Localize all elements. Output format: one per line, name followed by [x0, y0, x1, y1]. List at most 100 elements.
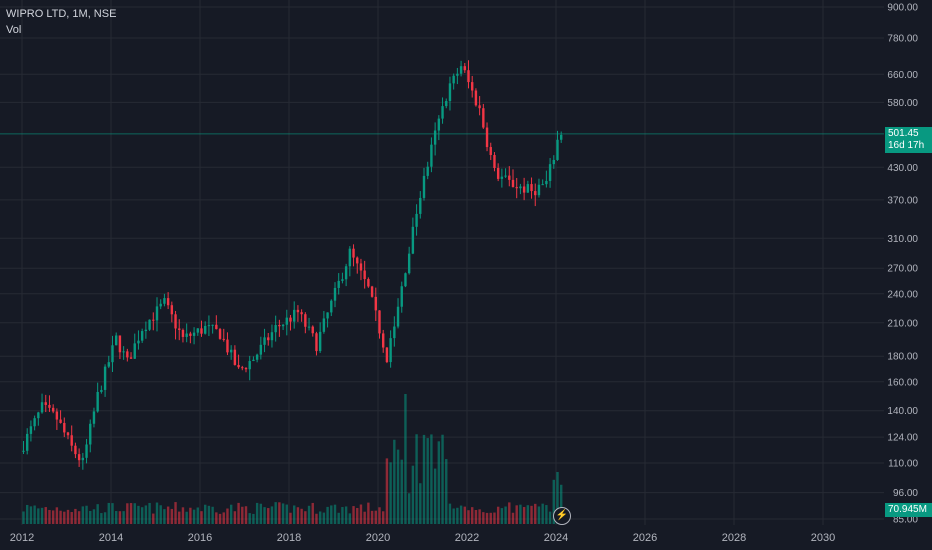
candle-body: [263, 337, 266, 345]
volume-bar: [489, 512, 492, 524]
volume-bar: [515, 505, 518, 524]
candle-body: [522, 186, 526, 193]
volume-bar: [211, 506, 214, 524]
candle-body: [456, 73, 459, 76]
candle-body: [407, 253, 411, 274]
candle-body: [519, 186, 522, 189]
volume-bar: [289, 512, 292, 524]
volume-label[interactable]: Vol: [6, 24, 22, 36]
volume-bar: [144, 505, 148, 524]
volume-bar: [103, 512, 107, 524]
volume-bar: [452, 508, 455, 524]
candle-body: [59, 419, 62, 423]
candle-body: [185, 333, 188, 337]
x-tick-label: 2020: [366, 532, 390, 544]
symbol-title[interactable]: WIPRO LTD, 1M, NSE: [6, 8, 117, 20]
volume-bar: [77, 511, 81, 524]
candle-body: [252, 359, 255, 362]
candle-body: [63, 422, 66, 433]
volume-bar: [133, 503, 136, 524]
candle-body: [545, 180, 548, 185]
volume-bar: [29, 506, 33, 524]
x-tick-label: 2028: [722, 532, 746, 544]
candle-body: [77, 454, 81, 461]
candle-body: [330, 300, 333, 313]
volume-bar: [118, 511, 122, 524]
volume-bar: [115, 511, 118, 524]
candle-body: [192, 332, 196, 336]
volume-bars: [22, 394, 563, 524]
candle-body: [496, 167, 500, 179]
candle-body: [515, 187, 518, 189]
y-tick-label: 240.00: [887, 289, 918, 300]
volume-bar: [456, 507, 459, 524]
candle-body: [100, 389, 103, 392]
y-tick-label: 96.00: [893, 488, 918, 499]
volume-bar: [107, 502, 110, 524]
candle-body: [166, 298, 170, 306]
volume-bar: [400, 459, 403, 524]
volume-bar: [508, 502, 511, 524]
volume-value: 70.945M: [888, 504, 927, 515]
candle-body: [445, 101, 448, 107]
volume-bar: [382, 511, 385, 524]
candle-body: [248, 361, 251, 370]
candle-body: [163, 298, 166, 304]
candle-body: [482, 108, 485, 128]
volume-bar: [155, 502, 159, 524]
volume-bar: [222, 512, 225, 524]
candle-body: [534, 191, 537, 196]
candle-body: [204, 325, 207, 334]
candle-body: [174, 314, 177, 329]
volume-bar: [537, 506, 541, 524]
candle-body: [511, 179, 515, 188]
candle-body: [404, 273, 407, 287]
volume-bar: [100, 513, 103, 524]
candle-body: [22, 450, 25, 452]
volume-bar: [218, 513, 222, 524]
candle-body: [281, 324, 285, 327]
volume-bar: [426, 438, 429, 524]
candle-body: [382, 333, 385, 348]
volume-bar: [96, 504, 99, 524]
volume-bar: [152, 513, 155, 524]
volume-bar: [126, 503, 129, 524]
volume-bar: [300, 508, 303, 524]
volume-bar: [270, 506, 274, 524]
candle-body: [304, 314, 307, 327]
volume-bar: [500, 508, 504, 524]
candle-body: [70, 435, 73, 446]
candle-body: [411, 226, 415, 254]
candle-body: [370, 286, 374, 297]
volume-bar: [207, 505, 211, 524]
volume-bar: [311, 502, 314, 524]
candle-body: [311, 326, 314, 334]
candle-body: [29, 426, 33, 434]
volume-bar: [419, 483, 422, 524]
candle-body: [270, 332, 274, 341]
candle-body: [548, 164, 552, 181]
volume-bar: [259, 503, 263, 524]
volume-bar: [560, 484, 563, 524]
volume-bar: [467, 510, 470, 524]
candle-body: [48, 404, 51, 408]
candle-body: [51, 407, 55, 412]
volume-bar: [485, 512, 489, 524]
volume-bar: [196, 507, 199, 524]
y-tick-label: 110.00: [888, 459, 918, 470]
candle-body: [66, 432, 70, 436]
volume-bar: [48, 509, 51, 524]
volume-bar: [59, 510, 62, 524]
lightning-replay-icon[interactable]: ⚡: [553, 507, 571, 525]
candle-body: [55, 411, 59, 420]
candle-body: [396, 306, 400, 327]
volume-bar: [359, 504, 363, 524]
candle-body: [560, 134, 563, 140]
candle-body: [44, 402, 47, 405]
volume-bar: [296, 507, 300, 524]
candle-body: [556, 139, 559, 160]
candle-body: [267, 337, 270, 341]
volume-bar: [545, 505, 548, 524]
candle-body: [471, 82, 474, 91]
